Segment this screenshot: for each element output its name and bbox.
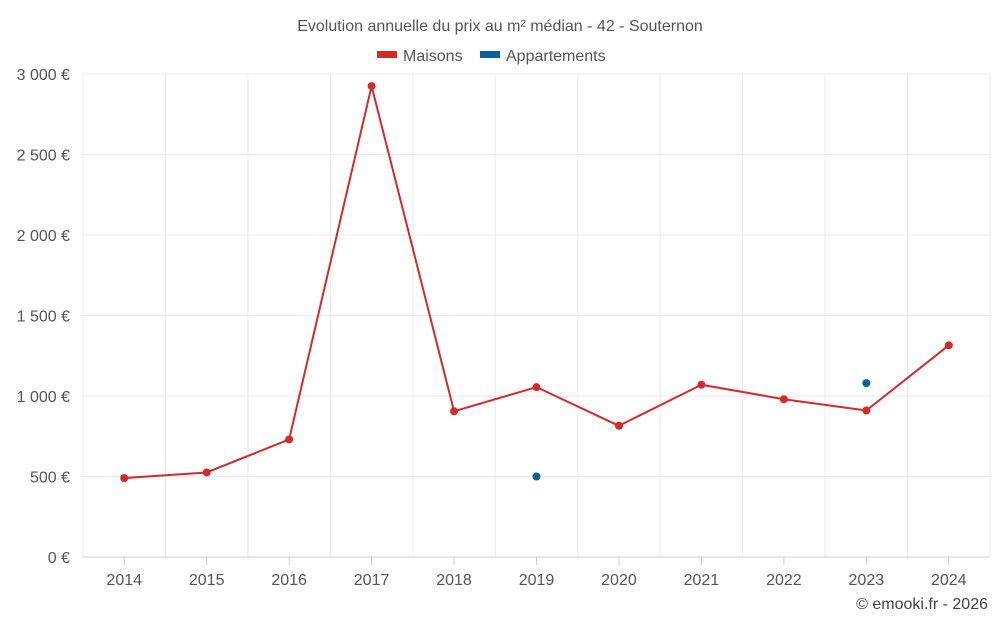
data-point[interactable]	[202, 468, 211, 477]
credit-text: © emooki.fr - 2026	[856, 596, 988, 613]
data-point[interactable]	[862, 379, 871, 388]
data-point[interactable]	[944, 341, 953, 350]
data-point[interactable]	[532, 383, 541, 392]
data-point[interactable]	[450, 407, 459, 416]
x-tick-label: 2018	[436, 572, 472, 589]
legend-swatch-appartements	[480, 51, 500, 58]
y-tick-label: 3 000 €	[17, 67, 70, 84]
x-tick-label: 2016	[271, 572, 307, 589]
x-tick-label: 2019	[519, 572, 555, 589]
series-layer	[120, 82, 953, 483]
legend-label-maisons: Maisons	[403, 48, 463, 65]
data-point[interactable]	[862, 406, 871, 415]
grid	[82, 73, 991, 557]
legend: Maisons Appartements	[377, 48, 606, 65]
data-point[interactable]	[779, 395, 788, 404]
y-tick-label: 1 500 €	[17, 309, 70, 326]
y-tick-label: 1 000 €	[17, 389, 70, 406]
y-axis: 0 € 500 € 1 000 € 1 500 € 2 000 € 2 500 € 3 00…	[17, 67, 70, 567]
legend-item-appartements[interactable]: Appartements	[480, 48, 606, 65]
data-point[interactable]	[285, 435, 294, 444]
data-point[interactable]	[532, 472, 541, 481]
series-1	[532, 379, 871, 481]
x-axis: 2014 2015 2016 2017 2018 2019 2020 2021 2022 2023…	[83, 556, 990, 589]
y-tick-label: 2 500 €	[17, 148, 70, 165]
data-point[interactable]	[367, 82, 376, 91]
data-point[interactable]	[697, 380, 706, 389]
series-0	[120, 82, 953, 483]
chart-title: Evolution annuelle du prix au m² médian …	[297, 18, 703, 35]
x-tick-label: 2020	[601, 572, 637, 589]
y-tick-label: 2 000 €	[17, 228, 70, 245]
legend-item-maisons[interactable]: Maisons	[377, 48, 463, 65]
legend-label-appartements: Appartements	[506, 48, 606, 65]
y-tick-label: 0 €	[48, 550, 70, 567]
x-tick-label: 2021	[684, 572, 720, 589]
legend-swatch-maisons	[377, 51, 397, 58]
x-tick-label: 2024	[931, 572, 967, 589]
x-tick-label: 2022	[766, 572, 802, 589]
data-point[interactable]	[120, 474, 129, 483]
data-point[interactable]	[614, 421, 623, 430]
x-tick-label: 2023	[849, 572, 885, 589]
x-tick-label: 2015	[189, 572, 225, 589]
x-tick-label: 2017	[354, 572, 390, 589]
x-tick-label: 2014	[106, 572, 142, 589]
y-tick-label: 500 €	[30, 470, 70, 487]
